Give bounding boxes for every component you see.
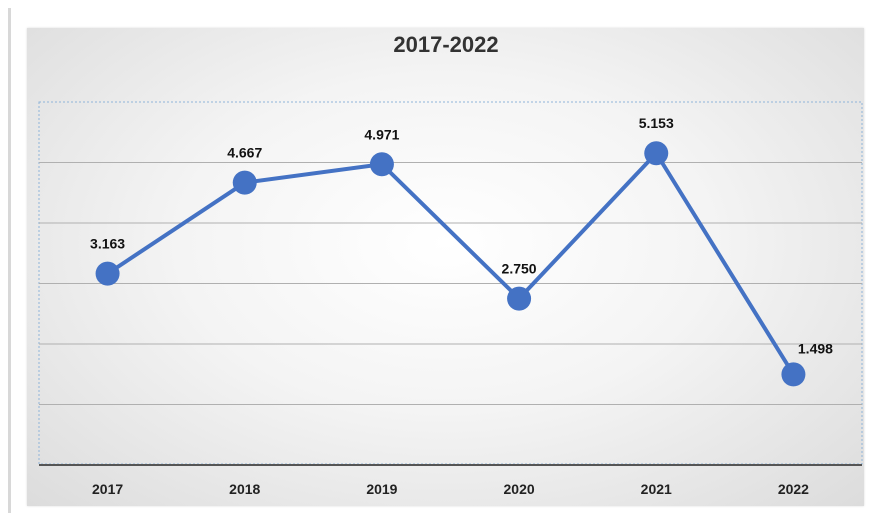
chart-title: 2017-2022 [393,32,498,57]
series-line: 3.163 4.667 4.971 2.750 5.153 1.498 [90,115,833,387]
gridlines [39,162,862,405]
data-point-2017 [95,261,120,286]
x-tick-label-2020: 2020 [504,481,535,497]
series-polyline [106,151,796,376]
data-label-2020: 2.750 [502,261,537,277]
chart-frame [8,8,865,513]
data-point-2019 [369,152,394,177]
data-point-2022 [781,362,806,387]
x-tick-labels: 2017 2018 2019 2020 2021 2022 [92,481,809,497]
x-tick-label-2019: 2019 [366,481,397,497]
data-point-2018 [232,170,257,195]
data-point-2021 [644,141,669,166]
x-tick-label-2017: 2017 [92,481,123,497]
data-label-2022: 1.498 [798,340,833,356]
data-point-2020 [507,286,532,311]
data-label-2019: 4.971 [364,126,399,142]
data-label-2021: 5.153 [639,115,674,131]
x-tick-label-2018: 2018 [229,481,260,497]
x-tick-label-2022: 2022 [778,481,809,497]
data-label-2017: 3.163 [90,236,125,252]
x-tick-label-2021: 2021 [641,481,672,497]
data-label-2018: 4.667 [227,145,262,161]
